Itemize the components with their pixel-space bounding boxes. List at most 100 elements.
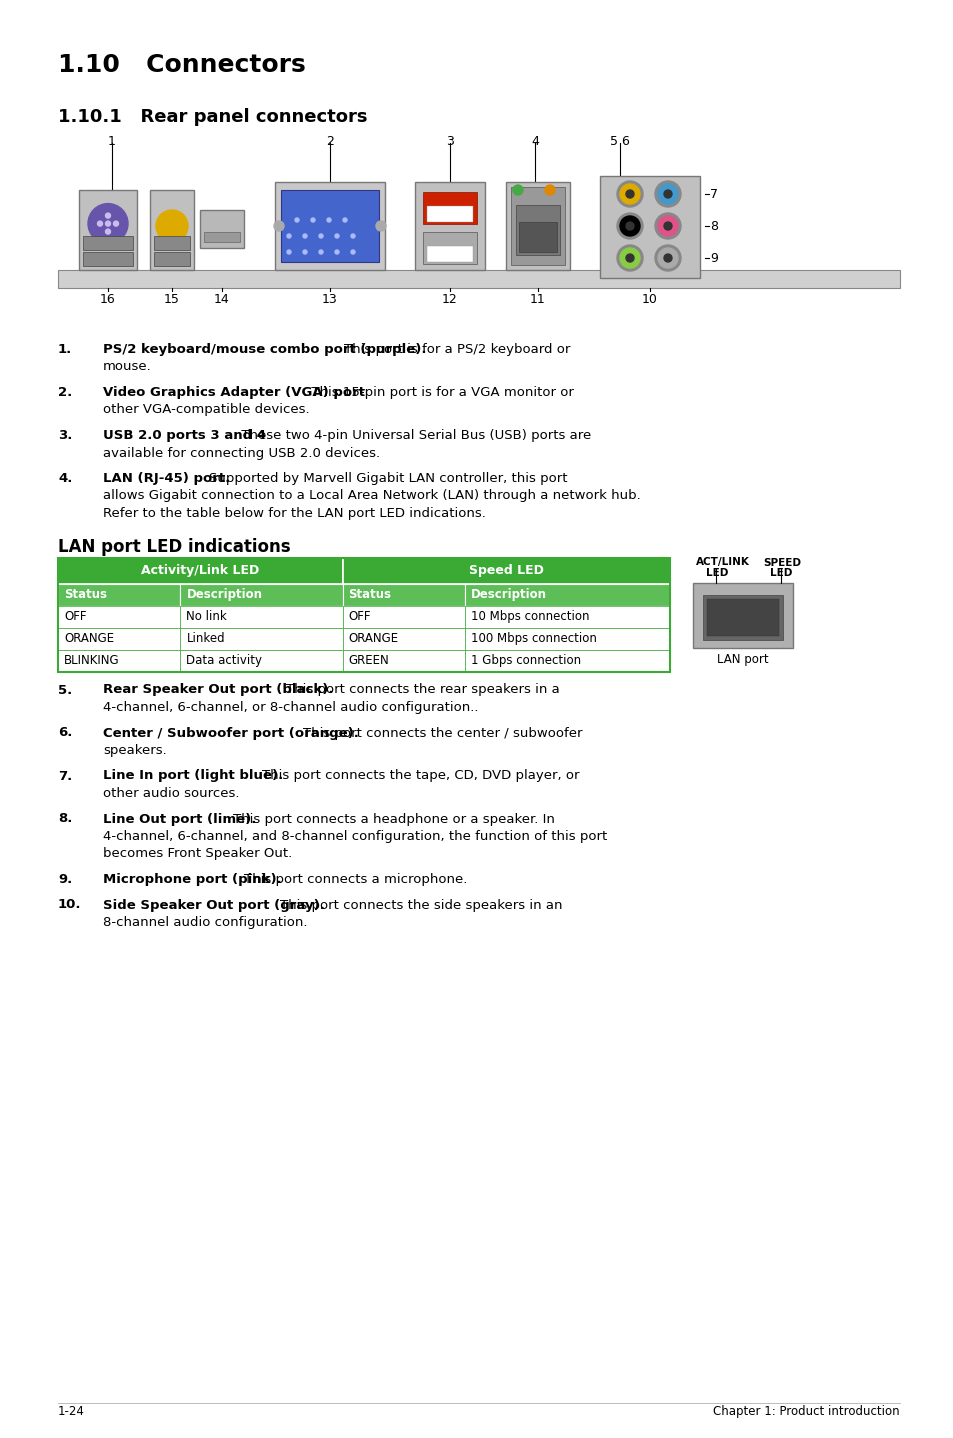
Text: other audio sources.: other audio sources.	[103, 787, 239, 800]
Text: 11: 11	[530, 293, 545, 306]
Bar	[599, 175, 700, 278]
Circle shape	[274, 221, 284, 232]
Text: BLINKING: BLINKING	[64, 654, 119, 667]
Text: Chapter 1: Product introduction: Chapter 1: Product introduction	[713, 1405, 899, 1418]
Text: Line Out port (lime).: Line Out port (lime).	[103, 812, 261, 825]
Text: Speed LED: Speed LED	[468, 564, 543, 577]
Bar	[79, 190, 137, 270]
Bar	[281, 190, 378, 262]
Text: Rear Speaker Out port (black).: Rear Speaker Out port (black).	[103, 683, 337, 696]
Bar	[342, 558, 669, 584]
Text: mouse.: mouse.	[103, 361, 152, 374]
Text: other VGA-compatible devices.: other VGA-compatible devices.	[103, 404, 310, 417]
Text: 1.: 1.	[58, 344, 72, 357]
Bar	[342, 584, 464, 605]
Circle shape	[88, 204, 128, 243]
Text: 7.: 7.	[58, 769, 72, 782]
Text: This port connects the rear speakers in a: This port connects the rear speakers in …	[285, 683, 558, 696]
Circle shape	[335, 234, 338, 239]
Text: This port connects a headphone or a speaker. In: This port connects a headphone or a spea…	[233, 812, 554, 825]
Text: 100 Mbps connection: 100 Mbps connection	[471, 631, 597, 646]
Text: available for connecting USB 2.0 devices.: available for connecting USB 2.0 devices…	[103, 447, 379, 460]
Text: 2: 2	[326, 135, 334, 148]
Circle shape	[663, 221, 671, 230]
Text: Status: Status	[64, 588, 107, 601]
Text: Center / Subwoofer port (orange).: Center / Subwoofer port (orange).	[103, 726, 363, 739]
Circle shape	[617, 244, 642, 270]
Circle shape	[617, 213, 642, 239]
Text: 1: 1	[108, 135, 116, 148]
Bar	[692, 582, 792, 647]
Text: Microphone port (pink).: Microphone port (pink).	[103, 873, 286, 886]
Circle shape	[663, 190, 671, 198]
Text: Activity/Link LED: Activity/Link LED	[141, 564, 259, 577]
Text: 7: 7	[709, 187, 718, 200]
Circle shape	[303, 234, 307, 239]
Text: Linked: Linked	[186, 631, 225, 646]
Bar	[274, 183, 385, 270]
Bar	[464, 605, 669, 627]
Text: 14: 14	[213, 293, 230, 306]
Bar	[702, 594, 782, 640]
Circle shape	[106, 213, 111, 219]
Circle shape	[619, 216, 639, 236]
Text: Description: Description	[186, 588, 262, 601]
Circle shape	[617, 181, 642, 207]
Bar	[153, 252, 190, 266]
Text: ACT/LINK: ACT/LINK	[696, 558, 749, 568]
Text: This port connects the center / subwoofer: This port connects the center / subwoofe…	[303, 726, 582, 739]
Bar	[511, 187, 564, 265]
Circle shape	[658, 184, 678, 204]
Circle shape	[513, 186, 522, 196]
Text: PS/2 keyboard/mouse combo port (purple).: PS/2 keyboard/mouse combo port (purple).	[103, 344, 431, 357]
Circle shape	[303, 250, 307, 255]
Circle shape	[106, 221, 111, 226]
Text: LAN (RJ-45) port.: LAN (RJ-45) port.	[103, 472, 234, 485]
Bar	[58, 558, 669, 672]
Bar	[153, 236, 190, 250]
Circle shape	[318, 250, 323, 255]
Circle shape	[625, 255, 634, 262]
Circle shape	[287, 250, 291, 255]
Text: 4-channel, 6-channel, or 8-channel audio configuration..: 4-channel, 6-channel, or 8-channel audio…	[103, 700, 478, 715]
Text: 8.: 8.	[58, 812, 72, 825]
Circle shape	[619, 184, 639, 204]
Text: This port connects the side speakers in an: This port connects the side speakers in …	[279, 899, 561, 912]
Text: This port connects a microphone.: This port connects a microphone.	[244, 873, 467, 886]
Bar	[427, 246, 473, 262]
Text: USB 2.0 ports 3 and 4: USB 2.0 ports 3 and 4	[103, 429, 271, 441]
Circle shape	[335, 250, 338, 255]
Bar	[180, 627, 342, 650]
Circle shape	[625, 221, 634, 230]
Bar	[422, 232, 476, 265]
Text: ORANGE: ORANGE	[348, 631, 398, 646]
Text: ORANGE: ORANGE	[64, 631, 114, 646]
Text: 4.: 4.	[58, 472, 72, 485]
Text: . This 15-pin port is for a VGA monitor or: . This 15-pin port is for a VGA monitor …	[303, 385, 574, 398]
Bar	[342, 650, 464, 672]
Text: LED: LED	[769, 568, 792, 578]
Circle shape	[663, 255, 671, 262]
Text: 3.: 3.	[58, 429, 72, 441]
Circle shape	[619, 247, 639, 267]
Circle shape	[655, 181, 680, 207]
Text: GREEN: GREEN	[348, 654, 389, 667]
Circle shape	[544, 186, 555, 196]
Text: Refer to the table below for the LAN port LED indications.: Refer to the table below for the LAN por…	[103, 508, 485, 521]
Text: Side Speaker Out port (gray).: Side Speaker Out port (gray).	[103, 899, 329, 912]
Text: 1 Gbps connection: 1 Gbps connection	[471, 654, 580, 667]
Bar	[180, 584, 342, 605]
Text: 1.10   Connectors: 1.10 Connectors	[58, 53, 305, 78]
Circle shape	[655, 244, 680, 270]
Text: OFF: OFF	[348, 610, 371, 623]
Circle shape	[106, 229, 111, 234]
Bar	[58, 584, 180, 605]
Text: 8: 8	[709, 220, 718, 233]
Text: 16: 16	[100, 293, 115, 306]
Circle shape	[658, 247, 678, 267]
Circle shape	[318, 234, 323, 239]
Text: Description: Description	[471, 588, 546, 601]
Bar	[83, 252, 132, 266]
Circle shape	[655, 213, 680, 239]
Circle shape	[327, 219, 331, 221]
